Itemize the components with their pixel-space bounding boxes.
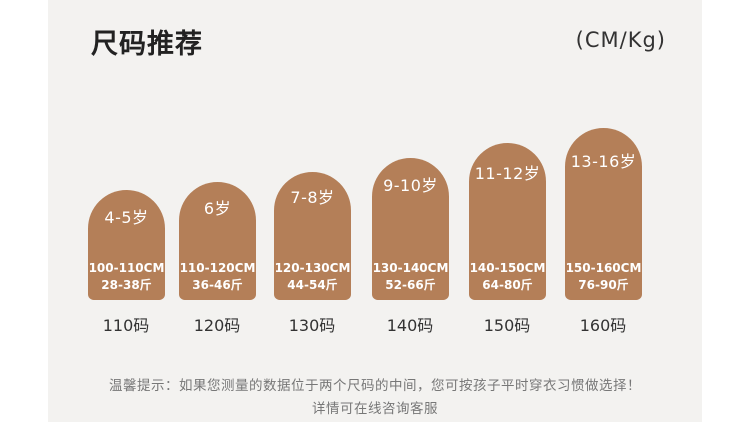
measure-label: 140-150CM 64-80斤 bbox=[469, 260, 546, 294]
unit-label: (CM/Kg) bbox=[575, 28, 666, 52]
contact-text: 详情可在线咨询客服 bbox=[312, 401, 438, 417]
size-label: 130码 bbox=[288, 316, 336, 335]
height-range: 140-150CM bbox=[469, 261, 546, 275]
size-label: 110码 bbox=[102, 316, 150, 335]
weight-range: 64-80斤 bbox=[482, 278, 533, 292]
measure-label: 110-120CM 36-46斤 bbox=[179, 260, 256, 294]
weight-range: 52-66斤 bbox=[385, 278, 436, 292]
size-label: 120码 bbox=[193, 316, 241, 335]
age-label: 11-12岁 bbox=[474, 164, 541, 183]
size-card-120: 6岁 110-120CM 36-46斤 bbox=[179, 182, 256, 300]
weight-range: 36-46斤 bbox=[192, 278, 243, 292]
height-range: 110-120CM bbox=[179, 261, 256, 275]
size-card-130: 7-8岁 120-130CM 44-54斤 bbox=[274, 172, 351, 300]
height-range: 100-110CM bbox=[88, 261, 165, 275]
size-card-110: 4-5岁 100-110CM 28-38斤 bbox=[88, 190, 165, 300]
size-label: 140码 bbox=[386, 316, 434, 335]
page-title: 尺码推荐 bbox=[91, 29, 203, 60]
size-label: 150码 bbox=[483, 316, 531, 335]
age-label: 7-8岁 bbox=[290, 188, 335, 207]
measure-label: 120-130CM 44-54斤 bbox=[274, 260, 351, 294]
size-card-150: 11-12岁 140-150CM 64-80斤 bbox=[469, 143, 546, 300]
tip-text: 温馨提示：如果您测量的数据位于两个尺码的中间，您可按孩子平时穿衣习惯做选择！ bbox=[109, 378, 641, 394]
measure-label: 150-160CM 76-90斤 bbox=[565, 260, 642, 294]
height-range: 150-160CM bbox=[565, 261, 642, 275]
weight-range: 44-54斤 bbox=[287, 278, 338, 292]
height-range: 130-140CM bbox=[372, 261, 449, 275]
measure-label: 130-140CM 52-66斤 bbox=[372, 260, 449, 294]
age-label: 13-16岁 bbox=[570, 152, 637, 171]
weight-range: 28-38斤 bbox=[101, 278, 152, 292]
weight-range: 76-90斤 bbox=[578, 278, 629, 292]
size-label: 160码 bbox=[579, 316, 627, 335]
age-label: 6岁 bbox=[203, 199, 232, 218]
age-label: 4-5岁 bbox=[104, 208, 149, 227]
age-label: 9-10岁 bbox=[383, 176, 438, 195]
size-card-140: 9-10岁 130-140CM 52-66斤 bbox=[372, 158, 449, 300]
size-card-160: 13-16岁 150-160CM 76-90斤 bbox=[565, 128, 642, 300]
height-range: 120-130CM bbox=[274, 261, 351, 275]
measure-label: 100-110CM 28-38斤 bbox=[88, 260, 165, 294]
